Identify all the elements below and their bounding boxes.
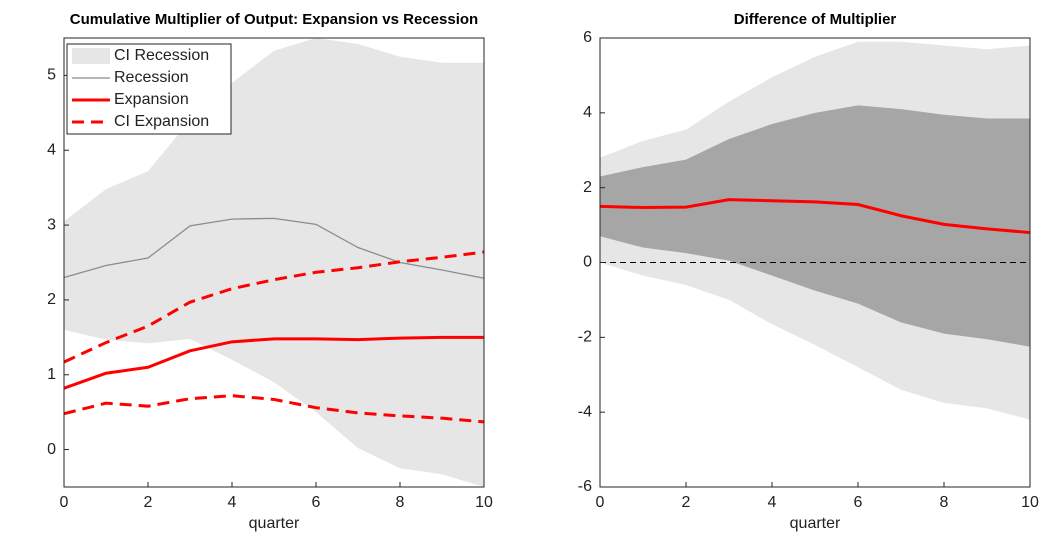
x-tick-label: 2	[682, 494, 691, 511]
subplot: Difference of Multiplier quarter -6 -4 -2 0 2 4…	[578, 11, 1039, 532]
subplot: Cumulative Multiplier of Output: Expansi…	[47, 11, 493, 532]
x-tick-label: 0	[596, 494, 605, 511]
x-tick-label: 4	[228, 494, 237, 511]
legend-swatch	[72, 48, 110, 64]
axes-frame	[63, 37, 485, 488]
y-tick-label: 1	[47, 366, 56, 383]
x-tick-label: 6	[854, 494, 863, 511]
y-tick-label: -6	[578, 478, 592, 495]
legend-label: Recession	[114, 69, 189, 86]
y-tick-label: 2	[47, 291, 56, 308]
x-tick-label: 10	[475, 494, 493, 511]
x-axis-label: quarter	[249, 515, 300, 532]
legend-label: CI Expansion	[114, 113, 209, 130]
ci-band	[64, 38, 484, 487]
y-tick-label: 4	[47, 141, 56, 158]
x-tick-label: 4	[768, 494, 777, 511]
y-tick-label: 3	[47, 216, 56, 233]
ci-line	[63, 250, 485, 364]
ci-line	[63, 394, 485, 424]
chart-title: Cumulative Multiplier of Output: Expansi…	[70, 11, 478, 28]
x-tick-label: 8	[396, 494, 405, 511]
x-tick-label: 2	[144, 494, 153, 511]
y-tick-label: -2	[578, 329, 592, 346]
x-tick-label: 0	[60, 494, 69, 511]
y-tick-label: 6	[583, 29, 592, 46]
y-tick-label: 4	[583, 104, 592, 121]
y-tick-label: 5	[47, 67, 56, 84]
y-tick-label: -4	[578, 403, 592, 420]
legend-label: Expansion	[114, 91, 189, 108]
x-tick-label: 10	[1021, 494, 1039, 511]
ci-band	[600, 105, 1030, 347]
y-tick-label: 0	[47, 441, 56, 458]
chart-title: Difference of Multiplier	[734, 11, 897, 28]
line	[599, 198, 1031, 235]
x-axis-label: quarter	[790, 515, 841, 532]
legend-label: CI Recession	[114, 47, 209, 64]
x-tick-label: 6	[312, 494, 321, 511]
x-tick-label: 8	[940, 494, 949, 511]
line	[63, 217, 485, 279]
line	[63, 335, 484, 390]
y-tick-label: 2	[583, 179, 592, 196]
y-tick-label: 0	[583, 254, 592, 271]
